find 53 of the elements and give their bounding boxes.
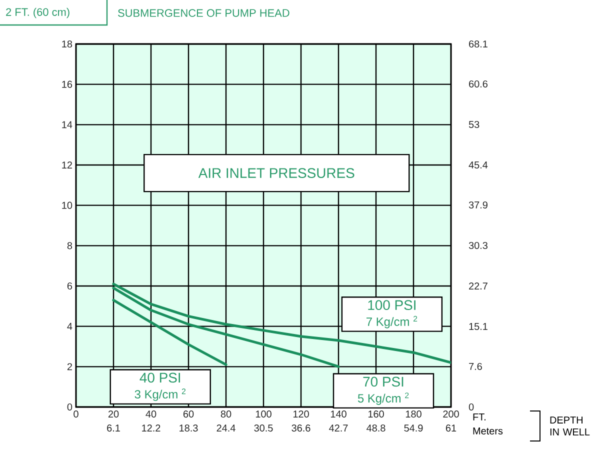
x-tick-label: 180 — [406, 410, 422, 418]
y-tick-label: 18 — [62, 40, 72, 48]
x2-tick-label: 42.7 — [329, 424, 348, 432]
y-tick-label: 6 — [67, 282, 72, 290]
y-tick-label: 2 — [67, 363, 72, 370]
annotation: 7 Kg/cm $^{2}$ — [366, 316, 418, 328]
x2-tick-label: 30.5 — [254, 424, 273, 432]
x-tick-label: 160 — [368, 410, 384, 418]
text: DEPTH IN WELL — [550, 416, 590, 436]
x-tick-label: 60 — [183, 410, 194, 418]
y2-tick-label: 15.1 — [469, 323, 488, 330]
x2-tick-label: 54.9 — [404, 424, 423, 432]
x-tick-label: 40 — [146, 410, 156, 418]
x2-axis-title: Meters — [473, 428, 503, 434]
y2-tick-label: 0 — [468, 403, 474, 411]
x2-tick-label: 48.8 — [366, 424, 386, 432]
y-tick-label: 4 — [67, 322, 72, 330]
y-tick-label: 10 — [62, 202, 72, 209]
y2-tick-label: 53 — [468, 120, 480, 128]
y2-tick-label: 37.9 — [468, 201, 488, 208]
chart-title: SUBMERGENCE OF PUMP HEAD — [118, 9, 290, 17]
y2-tick-label: 68.1 — [469, 40, 488, 48]
x-tick-label: 100 — [256, 410, 272, 418]
x-tick-label: 140 — [330, 410, 346, 418]
annotation: 3 Kg/cm $^{2}$ — [134, 388, 186, 401]
y-tick-label: 14 — [62, 121, 72, 128]
legend-title: AIR INLET PRESSURES — [198, 168, 354, 178]
annotation: 5 Kg/cm $^{2}$ — [358, 392, 409, 405]
x2-tick-label: 36.6 — [292, 424, 310, 432]
y2-tick-label: 45.4 — [468, 162, 488, 168]
y-tick-label: 8 — [67, 242, 72, 250]
x2-tick-label: 12.2 — [142, 424, 160, 432]
text: 40 PSI — [140, 372, 180, 383]
y2-tick-label: 22.7 — [469, 282, 488, 290]
x2-tick-label: 18.3 — [180, 424, 198, 432]
text: 2 FT. (60 cm) — [6, 8, 70, 18]
x-tick-label: 200 — [443, 410, 459, 418]
x-tick-label: 0 — [74, 410, 78, 418]
x2-tick-label: 61 — [446, 424, 456, 432]
y-tick-label: 12 — [62, 162, 72, 168]
x-tick-label: 20 — [108, 410, 119, 418]
x-axis-title: FT. — [473, 414, 486, 420]
x-tick-label: 80 — [220, 410, 232, 418]
x2-tick-label: 24.4 — [216, 424, 236, 432]
y2-tick-label: 30.3 — [468, 242, 488, 250]
text: 100 PSI — [368, 300, 416, 310]
y-tick-label: 16 — [62, 80, 72, 88]
x2-tick-label: 6.1 — [107, 424, 120, 432]
y-tick-label: 0 — [67, 403, 72, 411]
y2-tick-label: 60.6 — [469, 80, 488, 88]
series-label: 70 PSI — [363, 376, 404, 387]
y2-tick-label: 7.6 — [469, 362, 482, 370]
x-tick-label: 120 — [293, 410, 309, 418]
